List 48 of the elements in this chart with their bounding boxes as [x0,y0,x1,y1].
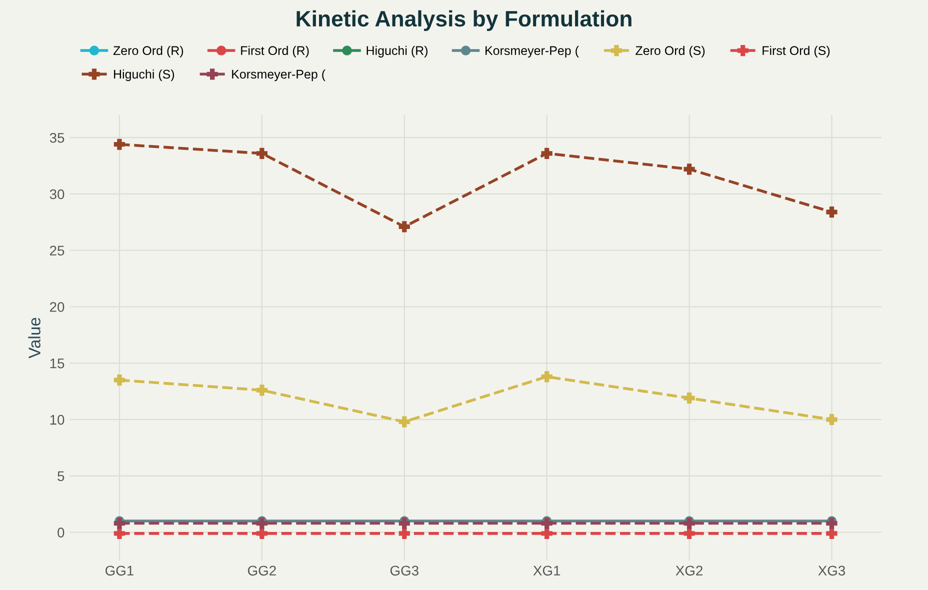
legend-label: Higuchi (S) [114,69,174,82]
x-tick-label: GG2 [248,566,276,576]
point [826,528,838,539]
point [256,384,268,396]
point [114,374,126,386]
point [398,221,410,232]
y-axis-title: Value [28,318,40,358]
y-tick-label: 15 [50,358,64,368]
point [256,528,268,539]
point [684,392,695,404]
point [541,371,552,382]
point [826,518,838,529]
point [398,518,410,529]
point [114,138,126,150]
legend-label: First Ord (S) [762,46,830,58]
y-tick-label: 0 [58,528,64,538]
legend-label: First Ord (R) [241,46,309,58]
y-tick-label: 35 [50,132,64,143]
point [114,518,126,529]
legend-label: Zero Ord (R) [113,46,184,58]
legend-label: Higuchi (R) [366,46,428,58]
point [256,518,268,529]
point [541,518,552,529]
chart-title: Kinetic Analysis by Formulation [296,10,632,32]
point [684,164,695,175]
y-tick-label: 10 [50,414,64,425]
x-tick-label: GG1 [105,566,134,576]
point [114,528,126,539]
point [541,148,552,159]
legend-label: Zero Ord (S) [636,46,705,58]
point [826,414,838,426]
y-tick-label: 30 [50,189,64,200]
y-tick-label: 5 [58,471,64,482]
x-tick-label: XG3 [818,566,846,576]
x-tick-label: XG2 [676,566,702,576]
x-tick-label: XG1 [533,566,560,576]
point [826,206,838,218]
x-tick-label: GG3 [390,566,418,576]
point [541,528,552,539]
point [684,518,695,529]
y-tick-label: 20 [50,302,64,312]
point [684,528,695,539]
legend-label: Korsmeyer-Pep ( [232,69,326,82]
y-tick-label: 25 [50,246,64,256]
point [256,148,268,159]
legend-label: Korsmeyer-Pep ( [486,46,579,58]
point [398,416,410,428]
point [398,528,410,539]
